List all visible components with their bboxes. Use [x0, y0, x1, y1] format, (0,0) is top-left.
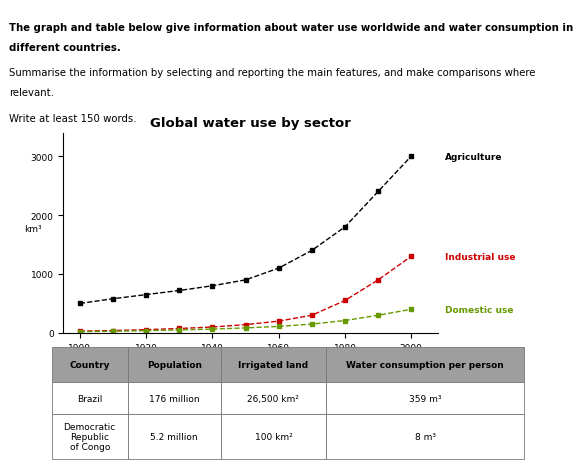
Bar [221, 382, 326, 414]
Text: 5.2 million: 5.2 million [150, 432, 198, 441]
Text: Water consumption per person: Water consumption per person [346, 360, 504, 369]
Text: Domestic use: Domestic use [445, 305, 514, 314]
Y-axis label: km³: km³ [25, 224, 42, 233]
Text: Democratic
Republic
of Congo: Democratic Republic of Congo [63, 422, 116, 451]
Text: 100 km²: 100 km² [255, 432, 292, 441]
Text: Industrial use: Industrial use [445, 252, 516, 261]
Text: Write at least 150 words.: Write at least 150 words. [9, 113, 136, 123]
Text: Brazil: Brazil [77, 394, 103, 403]
Text: Population: Population [147, 360, 202, 369]
Text: different countries.: different countries. [9, 43, 120, 53]
Title: Global water use by sector: Global water use by sector [150, 116, 351, 129]
Bar [221, 347, 326, 382]
Text: Summarise the information by selecting and reporting the main features, and make: Summarise the information by selecting a… [9, 68, 535, 78]
Text: 8 m³: 8 m³ [415, 432, 435, 441]
Text: 359 m³: 359 m³ [409, 394, 441, 403]
Text: 176 million: 176 million [149, 394, 200, 403]
Text: 26,500 km²: 26,500 km² [248, 394, 300, 403]
Bar [52, 414, 128, 459]
Bar [221, 414, 326, 459]
Text: relevant.: relevant. [9, 88, 54, 98]
Bar [52, 347, 128, 382]
Bar [52, 382, 128, 414]
Text: www.ielts-exam.net: www.ielts-exam.net [216, 359, 285, 365]
Bar [128, 382, 221, 414]
Text: Agriculture: Agriculture [445, 152, 503, 161]
Bar [326, 414, 524, 459]
Bar [326, 382, 524, 414]
Text: Irrigated land: Irrigated land [238, 360, 309, 369]
Bar [326, 347, 524, 382]
Text: The graph and table below give information about water use worldwide and water c: The graph and table below give informati… [9, 23, 576, 33]
Text: Country: Country [70, 360, 110, 369]
Bar [128, 414, 221, 459]
Bar [128, 347, 221, 382]
